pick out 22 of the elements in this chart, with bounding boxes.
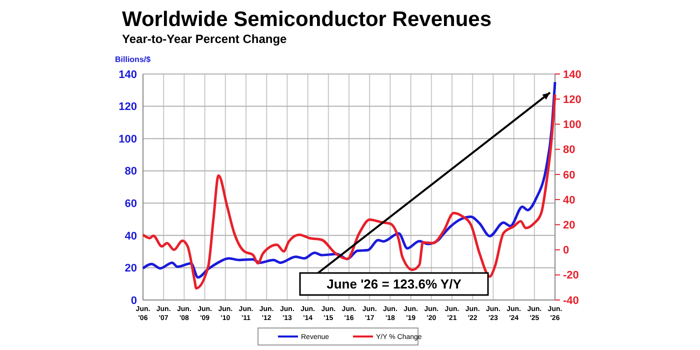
y2-tick-label: 140	[563, 68, 582, 81]
y-axis-title: Billions/$	[115, 55, 152, 64]
y-tick-label: 0	[130, 294, 137, 307]
chart-title: Worldwide Semiconductor Revenues	[122, 8, 492, 31]
y2-tick-label: -40	[563, 294, 579, 307]
y-tick-label: 80	[124, 166, 137, 178]
y2-tick-label: -20	[563, 270, 579, 282]
annotation: June '26 = 123.6% Y/Y	[326, 276, 462, 292]
y-tick-label: 20	[124, 262, 137, 275]
y2-tick-label: 120	[563, 94, 582, 106]
y2-tick-label: 0	[563, 244, 570, 257]
y2-tick-label: 100	[563, 119, 582, 132]
y2-tick-label: 80	[563, 144, 576, 156]
y-tick-label: 60	[124, 198, 137, 210]
y2-tick-label: 20	[563, 220, 576, 232]
y2-tick-label: 60	[563, 169, 576, 182]
chart-subtitle: Year-to-Year Percent Change	[122, 32, 288, 46]
y-tick-label: 140	[118, 68, 137, 81]
y-tick-label: 100	[118, 133, 137, 146]
y-tick-label: 120	[118, 101, 137, 114]
y2-tick-label: 40	[563, 194, 576, 206]
y-tick-label: 40	[124, 230, 137, 242]
